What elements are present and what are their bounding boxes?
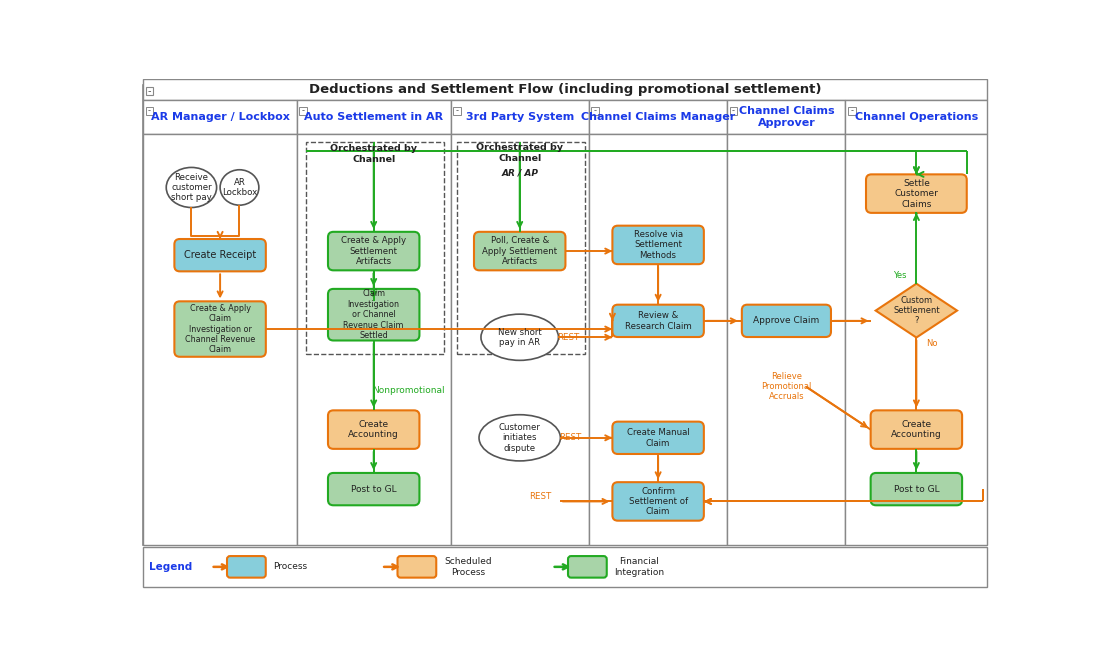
FancyBboxPatch shape: [612, 422, 704, 454]
Text: Customer
initiates
dispute: Customer initiates dispute: [499, 423, 540, 453]
Text: -: -: [732, 107, 735, 115]
Bar: [143, 79, 987, 100]
Text: AR
Lockbox: AR Lockbox: [222, 178, 257, 197]
Bar: [143, 134, 297, 545]
Bar: [453, 107, 461, 115]
Bar: [730, 107, 738, 115]
Bar: [450, 100, 589, 134]
Polygon shape: [876, 283, 957, 338]
Text: Deductions and Settlement Flow (including promotional settlement): Deductions and Settlement Flow (includin…: [309, 83, 822, 97]
Text: No: No: [927, 339, 938, 348]
Text: Create Manual
Claim: Create Manual Claim: [627, 428, 689, 448]
Bar: [848, 107, 856, 115]
Text: Channel Claims
Approver: Channel Claims Approver: [739, 107, 834, 128]
Ellipse shape: [481, 314, 558, 360]
Text: Resolve via
Settlement
Methods: Resolve via Settlement Methods: [633, 230, 683, 260]
Bar: [457, 142, 585, 354]
Text: Relieve
Promotional
Accruals: Relieve Promotional Accruals: [761, 371, 812, 401]
FancyBboxPatch shape: [474, 232, 566, 270]
Text: -: -: [593, 107, 597, 115]
Text: REST: REST: [557, 333, 579, 342]
Bar: [146, 87, 153, 95]
Text: Create
Accounting: Create Accounting: [891, 420, 942, 440]
Text: Channel Operations: Channel Operations: [855, 112, 978, 122]
Text: Nonpromotional: Nonpromotional: [373, 386, 445, 395]
FancyBboxPatch shape: [328, 410, 419, 449]
Text: Legend: Legend: [149, 562, 192, 572]
Text: Yes: Yes: [892, 271, 906, 281]
FancyBboxPatch shape: [328, 289, 419, 340]
Text: -: -: [301, 107, 304, 115]
Text: Post to GL: Post to GL: [893, 485, 939, 494]
Text: Channel Claims Manager: Channel Claims Manager: [581, 112, 736, 122]
Text: Financial
Integration: Financial Integration: [614, 557, 665, 577]
FancyBboxPatch shape: [870, 473, 962, 505]
Text: AR / AP: AR / AP: [501, 169, 538, 177]
Text: -: -: [148, 107, 151, 115]
Bar: [143, 547, 987, 587]
Text: REST: REST: [559, 434, 581, 442]
Ellipse shape: [479, 414, 560, 461]
Text: Confirm
Settlement of
Claim: Confirm Settlement of Claim: [629, 487, 687, 516]
Bar: [589, 100, 727, 134]
FancyBboxPatch shape: [742, 305, 831, 337]
Text: Scheduled
Process: Scheduled Process: [445, 557, 492, 577]
Bar: [146, 107, 153, 115]
Text: 3rd Party System: 3rd Party System: [465, 112, 574, 122]
Text: Settle
Customer
Claims: Settle Customer Claims: [895, 179, 939, 209]
Bar: [591, 107, 599, 115]
Text: AR Manager / Lockbox: AR Manager / Lockbox: [151, 112, 290, 122]
Ellipse shape: [167, 167, 216, 207]
Text: Claim
Investigation
or Channel
Revenue Claim
Settled: Claim Investigation or Channel Revenue C…: [343, 289, 404, 340]
FancyBboxPatch shape: [328, 473, 419, 505]
Text: Approve Claim: Approve Claim: [753, 316, 820, 325]
Text: -: -: [148, 86, 151, 96]
FancyBboxPatch shape: [174, 301, 266, 357]
FancyBboxPatch shape: [328, 232, 419, 270]
Text: Receive
customer
short pay: Receive customer short pay: [171, 173, 212, 203]
Text: -: -: [850, 107, 854, 115]
Bar: [143, 100, 297, 134]
Bar: [846, 100, 987, 134]
Text: Orchestrated by
Channel: Orchestrated by Channel: [476, 144, 564, 163]
Text: Review &
Research Claim: Review & Research Claim: [624, 311, 692, 330]
Text: Create & Apply
Claim
Investigation or
Channel Revenue
Claim: Create & Apply Claim Investigation or Ch…: [185, 304, 255, 354]
FancyBboxPatch shape: [612, 226, 704, 264]
Bar: [299, 107, 307, 115]
Text: -: -: [456, 107, 458, 115]
Text: Post to GL: Post to GL: [351, 485, 396, 494]
Ellipse shape: [221, 169, 259, 205]
Text: Create Receipt: Create Receipt: [184, 250, 256, 260]
FancyBboxPatch shape: [227, 556, 266, 578]
Text: New short
pay in AR: New short pay in AR: [497, 328, 542, 347]
FancyBboxPatch shape: [568, 556, 607, 578]
FancyBboxPatch shape: [174, 239, 266, 271]
Text: Orchestrated by
Channel: Orchestrated by Channel: [330, 144, 417, 164]
Bar: [846, 134, 987, 545]
Text: Process: Process: [274, 562, 308, 571]
FancyBboxPatch shape: [612, 482, 704, 521]
Bar: [307, 142, 445, 354]
FancyBboxPatch shape: [866, 174, 966, 213]
Text: Auto Settlement in AR: Auto Settlement in AR: [304, 112, 443, 122]
Text: Custom
Settlement
?: Custom Settlement ?: [893, 296, 940, 326]
Bar: [589, 134, 727, 545]
Text: REST: REST: [529, 493, 552, 501]
Text: Create
Accounting: Create Accounting: [349, 420, 399, 440]
Bar: [727, 100, 846, 134]
Text: Create & Apply
Settlement
Artifacts: Create & Apply Settlement Artifacts: [341, 236, 406, 266]
Bar: [297, 134, 450, 545]
FancyBboxPatch shape: [612, 305, 704, 337]
Bar: [297, 100, 450, 134]
FancyBboxPatch shape: [870, 410, 962, 449]
Bar: [450, 134, 589, 545]
Text: Poll, Create &
Apply Settlement
Artifacts: Poll, Create & Apply Settlement Artifact…: [482, 236, 557, 266]
FancyBboxPatch shape: [397, 556, 437, 578]
Bar: [727, 134, 846, 545]
